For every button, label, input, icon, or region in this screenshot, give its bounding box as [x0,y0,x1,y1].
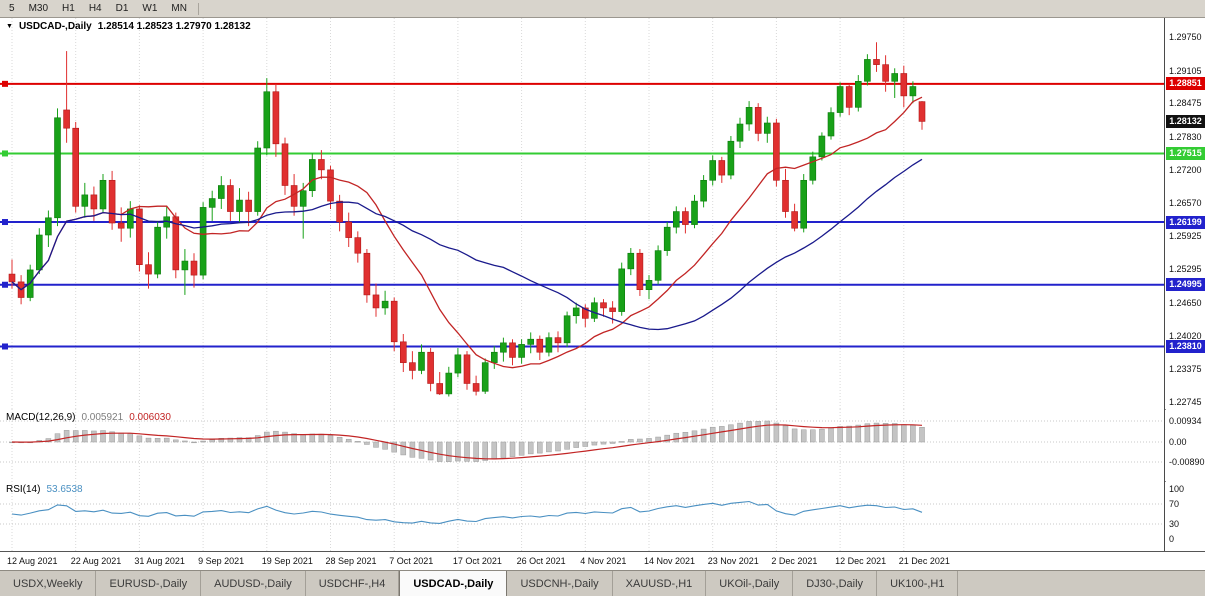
date-label: 23 Nov 2021 [707,556,759,566]
chart-tab-usdcad-daily[interactable]: USDCAD-,Daily [399,571,508,596]
timeframe-button-m30[interactable]: M30 [28,2,49,14]
candlestick-chart [0,18,1164,409]
line-handle[interactable] [2,80,8,87]
rsi-indicator-panel: 100 70 30 0 RSI(14) 53.6538 [0,481,1205,551]
main-chart-panel: 1.28851 1.27515 1.26199 1.24995 1.23810 1.281… [0,18,1205,409]
rsi-axis[interactable]: 100 70 30 0 [1166,481,1205,551]
date-label: 4 Nov 2021 [580,556,627,566]
timeframe-button-mn[interactable]: MN [171,2,187,14]
price-axis-label: 1.23375 [1169,364,1202,375]
rsi-axis-label: 100 [1169,484,1185,494]
price-badge: 1.24995 [1166,278,1205,292]
collapse-chart-icon[interactable]: ▼ [6,23,13,30]
timeframe-button-d1[interactable]: D1 [115,2,129,14]
toolbar-separator [197,2,199,15]
macd-signal-value: 0.006030 [129,412,171,423]
price-badge: 1.28851 [1166,77,1205,91]
price-badge: 1.26199 [1166,215,1205,229]
timeframe-button-h4[interactable]: H4 [88,2,102,14]
chart-title: ▼ USDCAD-,Daily 1.28514 1.28523 1.27970 … [6,21,251,32]
price-axis-label: 1.25925 [1169,231,1202,242]
price-axis-label: 1.22745 [1169,396,1202,407]
price-axis-label: 1.24650 [1169,297,1202,308]
date-label: 19 Sep 2021 [261,556,313,566]
rsi-axis-label: 70 [1169,499,1180,509]
date-label: 12 Dec 2021 [835,556,887,566]
chart-tab-bar: USDX,Weekly EURUSD-,Daily AUDUSD-,Daily USD… [0,570,1205,596]
candlesticks [8,42,926,397]
chart-tab-uk100-h1[interactable]: UK100-,H1 [877,571,959,596]
macd-main-value: 0.005921 [81,412,124,423]
timeframe-toolbar: 5 M30 H1 H4 D1 W1 MN [0,0,1205,18]
chart-symbol-label: USDCAD-,Daily [18,21,92,32]
timeframe-button-w1[interactable]: W1 [142,2,158,14]
macd-axis-label: -0.00890 [1169,457,1205,468]
chart-tab-audusd-daily[interactable]: AUDUSD-,Daily [201,571,306,596]
timeframe-button-5[interactable]: 5 [9,2,15,14]
line-handle[interactable] [2,219,8,226]
date-label: 17 Oct 2021 [452,556,502,566]
date-label: 9 Sep 2021 [198,556,245,566]
ma-fast-line [11,96,923,369]
line-handle[interactable] [2,150,8,157]
rsi-line [11,500,923,524]
macd-title: MACD(12,26,9) 0.005921 0.006030 [6,412,171,423]
macd-axis-label: 0.00 [1169,437,1187,447]
price-axis-label: 1.28475 [1169,98,1202,109]
price-axis-label: 1.24020 [1169,330,1202,341]
chart-ohlc-values: 1.28514 1.28523 1.27970 1.28132 [97,21,251,32]
chart-tab-eurusd-daily[interactable]: EURUSD-,Daily [96,571,202,596]
price-badge: 1.27515 [1166,146,1205,160]
date-label: 28 Sep 2021 [325,556,377,566]
date-label: 7 Oct 2021 [389,556,434,566]
rsi-plot[interactable] [0,481,1165,551]
timeframe-button-h1[interactable]: H1 [62,2,75,14]
macd-label: MACD(12,26,9) [6,412,76,423]
rsi-axis-label: 0 [1169,534,1175,544]
price-axis-label: 1.27830 [1169,132,1202,143]
price-axis[interactable]: 1.28851 1.27515 1.26199 1.24995 1.23810 1.281… [1166,18,1205,409]
ma-slow-line [11,158,923,331]
date-label: 21 Dec 2021 [898,556,950,566]
rsi-title: RSI(14) 53.6538 [6,484,83,495]
macd-histogram [9,420,925,462]
date-axis[interactable]: 12 Aug 2021 22 Aug 2021 31 Aug 2021 9 Sep 2… [0,551,1205,570]
macd-plot[interactable] [0,409,1165,481]
chart-tab-dj30-daily[interactable]: DJ30-,Daily [793,571,878,596]
chart-tab-ukoil-daily[interactable]: UKOil-,Daily [706,571,794,596]
line-handle[interactable] [2,281,8,288]
rsi-label: RSI(14) [6,484,41,495]
line-handle[interactable] [2,343,8,350]
rsi-chart [0,481,1164,551]
macd-axis[interactable]: 0.00934 0.00 -0.00890 [1166,409,1205,481]
macd-indicator-panel: 0.00934 0.00 -0.00890 MACD(12,26,9) 0.0059… [0,409,1205,481]
price-axis-label: 1.27200 [1169,164,1202,175]
date-label: 12 Aug 2021 [7,556,58,566]
price-axis-label: 1.29105 [1169,65,1202,76]
chart-tab-xauusd-h1[interactable]: XAUUSD-,H1 [613,571,707,596]
date-label: 14 Nov 2021 [644,556,696,566]
price-axis-label: 1.25295 [1169,264,1202,275]
macd-chart [0,409,1164,481]
price-axis-label: 1.26570 [1169,197,1202,208]
price-badge: 1.28132 [1166,114,1205,128]
date-label: 2 Dec 2021 [771,556,818,566]
price-badge: 1.23810 [1166,339,1205,353]
chart-tab-usdcnh-daily[interactable]: USDCNH-,Daily [507,571,613,596]
price-axis-label: 1.29750 [1169,32,1202,43]
chart-tab-usdx-weekly[interactable]: USDX,Weekly [0,571,97,596]
date-label: 31 Aug 2021 [134,556,185,566]
rsi-value: 53.6538 [46,484,83,495]
macd-signal-line [11,424,923,460]
main-chart-plot[interactable] [0,18,1165,409]
date-label: 26 Oct 2021 [516,556,566,566]
macd-axis-label: 0.00934 [1169,415,1202,426]
date-label: 22 Aug 2021 [70,556,122,566]
chart-tab-usdchf-h4[interactable]: USDCHF-,H4 [306,571,400,596]
rsi-axis-label: 30 [1169,519,1180,529]
